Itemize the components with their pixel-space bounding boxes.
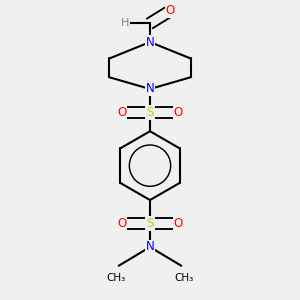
Text: S: S xyxy=(146,106,154,119)
Text: N: N xyxy=(146,82,154,95)
Text: S: S xyxy=(146,217,154,230)
Text: N: N xyxy=(146,241,154,254)
Text: N: N xyxy=(146,36,154,49)
Text: O: O xyxy=(117,217,127,230)
Text: O: O xyxy=(166,4,175,17)
Text: O: O xyxy=(173,217,183,230)
Text: O: O xyxy=(173,106,183,119)
Text: H: H xyxy=(121,18,129,28)
Text: O: O xyxy=(117,106,127,119)
Text: CH₃: CH₃ xyxy=(175,273,194,283)
Text: CH₃: CH₃ xyxy=(106,273,125,283)
